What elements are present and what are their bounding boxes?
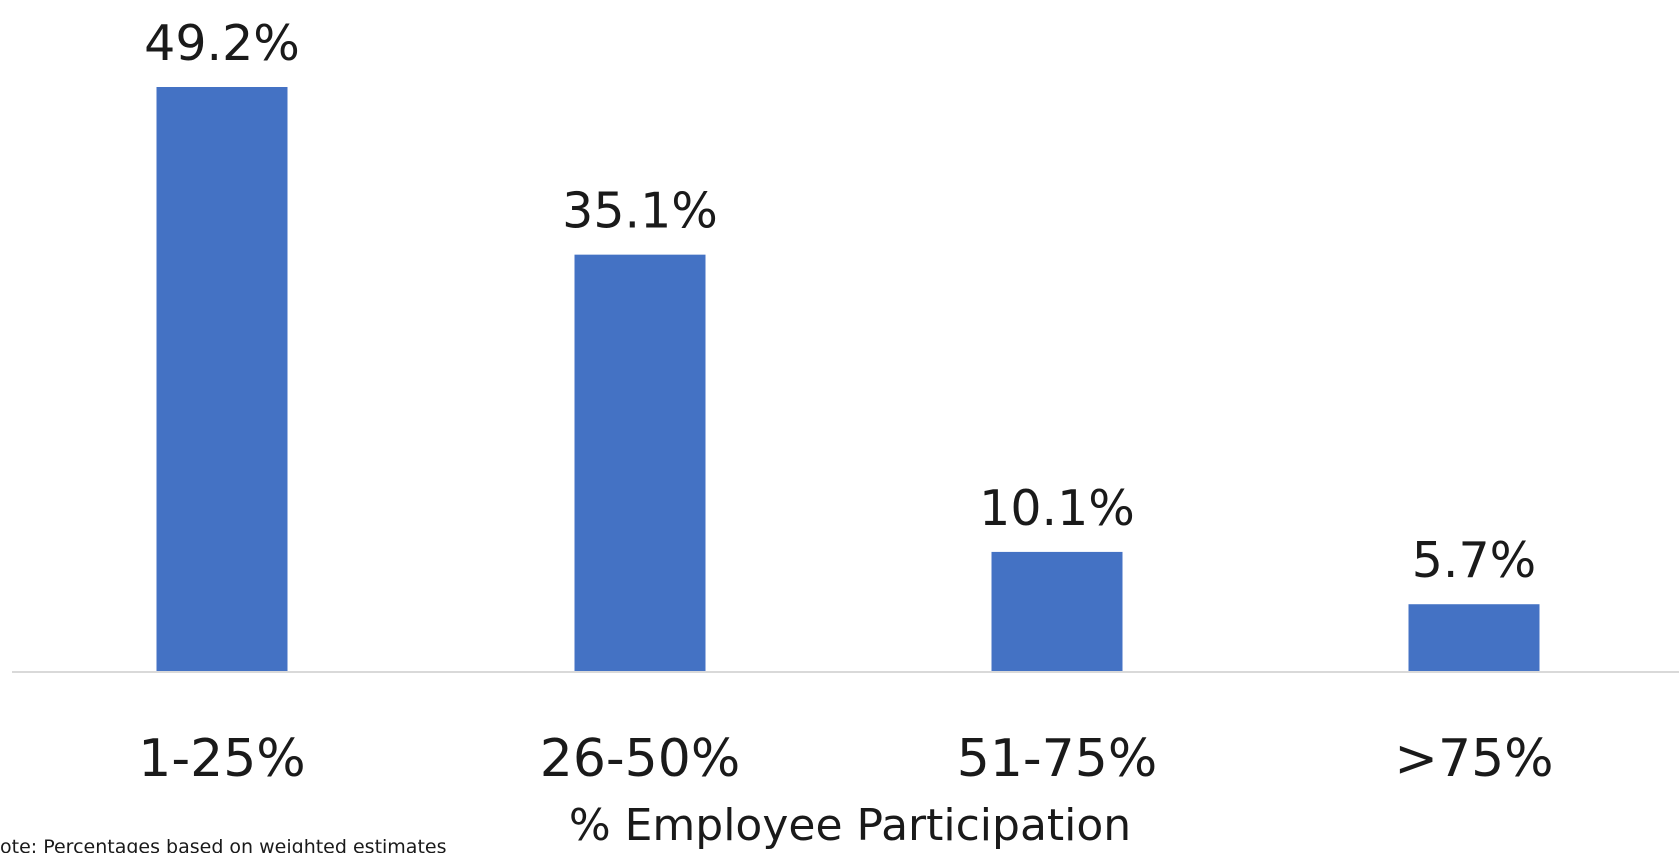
- bars-group: [156, 87, 1540, 672]
- x-tick-label-4: >75%: [1394, 729, 1553, 789]
- value-label-4: 5.7%: [1412, 532, 1537, 589]
- bar-4: [1408, 604, 1540, 672]
- value-label-1: 49.2%: [144, 15, 300, 72]
- x-tick-label-3: 51-75%: [957, 729, 1158, 789]
- value-labels-group: 49.2% 35.1% 10.1% 5.7%: [144, 15, 1536, 589]
- value-label-2: 35.1%: [562, 183, 718, 240]
- x-axis-title: % Employee Participation: [569, 800, 1131, 851]
- bar-3: [991, 551, 1123, 672]
- value-label-3: 10.1%: [979, 480, 1135, 537]
- footnote: ote: Percentages based on weighted estim…: [0, 836, 446, 853]
- x-tick-label-2: 26-50%: [540, 729, 741, 789]
- bar-2: [574, 254, 706, 672]
- x-tick-labels-group: 1-25% 26-50% 51-75% >75%: [138, 729, 1553, 789]
- bar-1: [156, 87, 288, 672]
- x-tick-label-1: 1-25%: [138, 729, 305, 789]
